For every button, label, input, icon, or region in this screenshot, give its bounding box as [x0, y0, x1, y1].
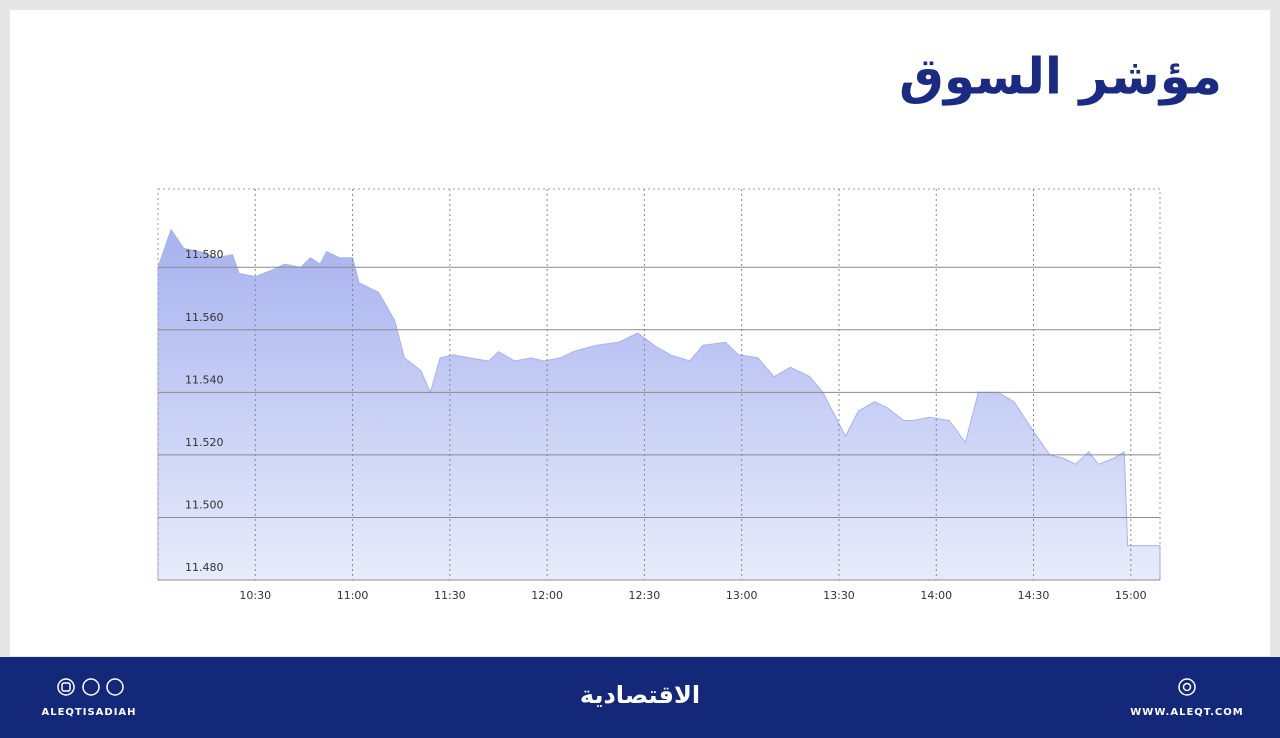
x-tick-label: 14:30	[1018, 589, 1050, 602]
y-tick-label: 11.500	[185, 498, 224, 511]
x-tick-label: 12:00	[531, 589, 563, 602]
x-tick-label: 10:30	[239, 589, 271, 602]
social-icons	[57, 678, 1196, 696]
plot-frame	[157, 188, 1161, 581]
y-tick-label: 11.520	[185, 436, 224, 449]
x-tick-label: 13:00	[726, 589, 758, 602]
x-tick-label: 12:30	[629, 589, 661, 602]
x-tick-label: 13:30	[823, 589, 855, 602]
y-tick-label: 11.540	[185, 373, 224, 386]
social-handle: ALEQTISADIAH	[41, 707, 136, 718]
x-tick-label: 15:00	[1115, 589, 1147, 602]
x-tick-label: 14:00	[920, 589, 952, 602]
x-tick-label: 11:00	[337, 589, 369, 602]
y-tick-label: 11.580	[185, 248, 224, 261]
footer-bar	[0, 657, 1280, 738]
title: مؤشر السوق	[899, 48, 1222, 107]
plot: 10:30 11:00 11:30 12:00 12:30 13:00 13:30 14:00…	[157, 189, 1161, 602]
x-tick-label: 11:30	[434, 589, 466, 602]
website: WWW.ALEQT.COM	[1130, 707, 1243, 718]
y-tick-label: 11.480	[185, 561, 224, 574]
y-tick-label: 11.560	[185, 311, 224, 324]
area	[157, 228, 1161, 581]
logo: الاقتصادية	[580, 681, 700, 709]
